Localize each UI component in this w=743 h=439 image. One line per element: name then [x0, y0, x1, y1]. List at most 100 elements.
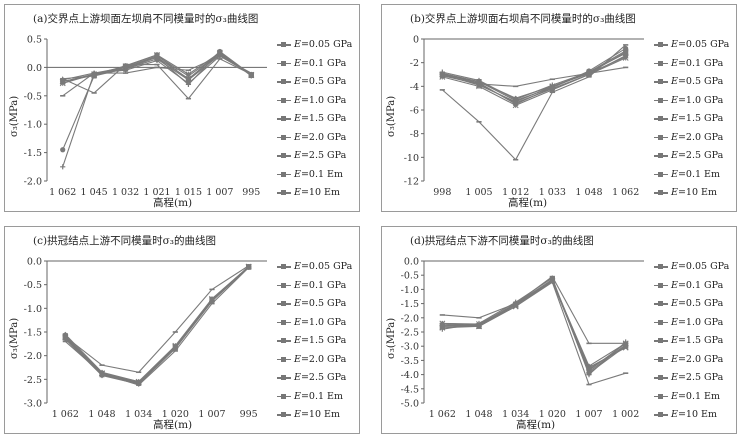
legend-marker: [281, 393, 286, 399]
data-point: [623, 343, 629, 349]
data-point: [586, 72, 592, 75]
legend-label: E=1.0 GPa: [294, 94, 347, 106]
legend-marker: [658, 116, 663, 121]
y-tick-label: -2.0: [24, 177, 42, 188]
legend-label: E=0.1 GPa: [671, 279, 724, 291]
legend-marker: [281, 171, 286, 177]
y-tick-label: -4.5: [401, 384, 419, 395]
y-axis-label: σ₃(MPa): [9, 317, 20, 359]
series-line: [442, 66, 626, 87]
data-point: [172, 350, 178, 352]
data-point: [122, 63, 129, 66]
x-tick-label: 1 062: [52, 409, 79, 420]
data-point: [217, 49, 223, 55]
data-point: [476, 83, 482, 85]
data-point: [476, 320, 482, 327]
legend-marker: [658, 356, 663, 362]
legend-label: E=0.05 GPa: [294, 261, 353, 272]
x-axis-label: 高程(m): [508, 197, 548, 209]
legend-label: E=0.1 Em: [671, 390, 720, 402]
legend-label: E=0.05 GPa: [294, 39, 353, 50]
legend-marker: [281, 134, 286, 140]
y-tick-label: -1.5: [24, 148, 42, 159]
data-point: [549, 275, 555, 278]
legend-label: E=10 Em: [671, 409, 717, 420]
legend-label: E=2.5 GPa: [671, 372, 724, 383]
legend-label: E=2.0 GPa: [671, 353, 724, 365]
y-tick-label: 0.5: [27, 35, 42, 46]
legend-marker: [281, 42, 286, 47]
legend-label: E=2.5 GPa: [671, 150, 724, 161]
data-point: [60, 95, 66, 97]
y-tick-label: -1.0: [401, 285, 419, 296]
x-tick-label: 1 062: [49, 187, 76, 198]
legend-label: E=0.05 GPa: [671, 261, 730, 272]
legend-marker: [281, 319, 286, 325]
data-point: [185, 97, 192, 100]
data-point: [623, 342, 629, 345]
data-point: [136, 384, 142, 386]
series-line: [62, 51, 252, 167]
legend-label: E=0.1 Em: [671, 168, 720, 180]
legend-marker: [658, 412, 663, 417]
data-point: [60, 164, 66, 170]
y-tick-label: -0.5: [24, 280, 42, 291]
y-tick-label: -10: [404, 153, 419, 164]
legend-label: E=1.5 GPa: [294, 335, 347, 346]
data-point: [513, 101, 519, 107]
legend-label: E=2.5 GPa: [294, 372, 347, 383]
legend-marker: [658, 338, 663, 343]
legend-marker: [281, 153, 286, 158]
series-line: [64, 266, 250, 385]
data-point: [439, 323, 445, 329]
y-tick-label: -4: [410, 82, 419, 93]
data-point: [476, 121, 482, 123]
data-point: [154, 66, 160, 69]
x-tick-label: 1 007: [198, 409, 225, 420]
chart-title: (c)拱冠结点上游不同模量时σ₃的曲线图: [33, 235, 216, 247]
legend-marker: [281, 282, 286, 288]
legend-label: E=2.0 GPa: [294, 353, 347, 365]
data-point: [476, 83, 482, 90]
data-point: [60, 77, 66, 80]
y-axis-label: σ₃(MPa): [386, 317, 397, 359]
data-point: [623, 66, 629, 69]
legend-label: E=0.5 GPa: [671, 298, 724, 309]
legend-label: E=0.1 GPa: [294, 57, 347, 69]
legend-marker: [281, 301, 286, 306]
x-tick-label: 1 020: [539, 409, 566, 420]
legend-label: E=10 Em: [671, 187, 717, 198]
y-tick-label: -2.0: [401, 313, 419, 324]
data-point: [122, 64, 129, 70]
data-point: [549, 82, 555, 88]
legend-label: E=1.5 GPa: [671, 335, 724, 346]
y-tick-label: -8: [410, 129, 419, 140]
data-point: [248, 72, 254, 74]
legend-marker: [281, 60, 286, 66]
data-point: [513, 302, 519, 305]
legend-marker: [281, 190, 286, 195]
y-tick-label: 0.0: [27, 63, 42, 74]
data-point: [60, 147, 66, 153]
chart-panel-c: (c)拱冠结点上游不同模量时σ₃的曲线图 0.0 -0.5 -1.0 -1.5 -2.0…: [4, 226, 360, 434]
y-tick-label: -3.5: [401, 356, 419, 367]
data-point: [154, 54, 160, 60]
chart-panel-a: (a)交界点上游坝面左坝肩不同模量时的σ₃曲线图 0.5 0.0 -0.5 -1.0 -…: [4, 4, 360, 212]
legend-marker: [658, 153, 663, 158]
legend-label: E=0.1 GPa: [671, 57, 724, 69]
legend-marker: [658, 190, 663, 195]
y-tick-label: -2.5: [401, 328, 419, 339]
y-tick-label: 0: [413, 35, 419, 46]
legend-marker: [658, 301, 663, 306]
y-tick-label: -2.5: [24, 375, 42, 386]
series-line: [442, 51, 626, 103]
x-tick-label: 1 005: [465, 187, 492, 198]
data-point: [246, 264, 252, 267]
data-point: [217, 58, 223, 60]
legend-label: E=0.5 GPa: [671, 76, 724, 87]
data-point: [439, 72, 445, 75]
legend-marker: [658, 134, 663, 140]
series-line: [442, 275, 626, 344]
x-tick-label: 1 062: [429, 409, 456, 420]
x-tick-label: 1 020: [162, 409, 189, 420]
